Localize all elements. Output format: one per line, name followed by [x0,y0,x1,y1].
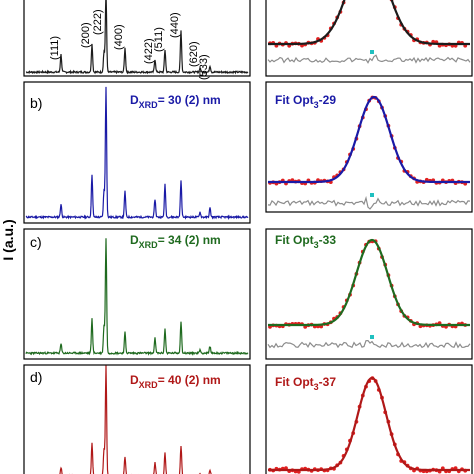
panel-c-frame [23,228,251,360]
fit-d-frame [265,364,473,474]
panel-c-label: c) [30,234,42,250]
fit-b-marker [370,193,374,197]
fit-c-residual [267,339,471,349]
panel-a-frame [23,0,251,77]
hkl-label-111: (111) [49,36,61,60]
fit-b-residual [267,195,471,210]
fit-c-fit-curve [268,238,470,327]
fit-c-frame [265,228,473,360]
panel-b-frame [23,81,251,224]
panel-a-pattern [25,0,249,75]
fit-b-title: Fit Opt3-29 [275,93,336,110]
fit-c-title: Fit Opt3-33 [275,233,336,250]
hkl-label-440: (440) [169,12,181,38]
fit-a-fit-curve [268,0,470,46]
panel-d-annotation: DXRD= 40 (2) nm [130,373,221,390]
fit-a-residual [267,54,471,64]
panel-b-pattern [25,86,249,221]
panel-d-label: d) [30,369,42,385]
hkl-label-620: (620) [188,41,200,67]
fit-a-frame [265,0,473,77]
fit-d-fit-curve [268,376,470,472]
hkl-label-400: (400) [113,24,125,50]
fit-c-marker [370,335,374,339]
fit-b-frame [265,81,473,213]
hkl-label-422: (422) [143,38,155,64]
panel-b-label: b) [30,95,42,111]
y-axis-label: I (a.u.) [0,219,16,260]
hkl-label-200: (200) [80,22,92,48]
panel-b-annotation: DXRD= 30 (2) nm [130,93,221,110]
hkl-label-222: (222) [92,9,104,35]
hkl-label-511: (511) [153,27,165,52]
panel-c-pattern [25,238,249,356]
hkl-label-533: (533) [198,54,210,80]
fit-b-fit-curve [268,95,470,184]
panel-d-frame [23,364,251,474]
panel-c-annotation: DXRD= 34 (2) nm [130,233,221,250]
fit-d-title: Fit Opt3-37 [275,375,336,392]
fit-a-marker [370,50,374,54]
